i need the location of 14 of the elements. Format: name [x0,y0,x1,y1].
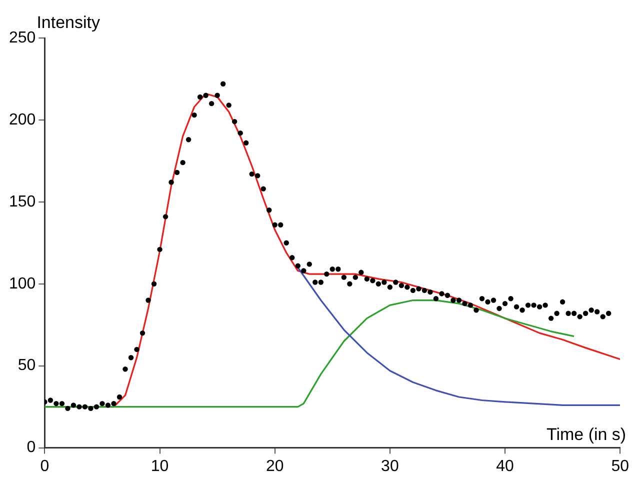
y-tick-label: 200 [8,111,36,128]
x-axis-title: Time (in s) [546,424,626,444]
x-tick-label: 30 [381,458,399,475]
x-tick-label: 10 [150,458,169,475]
y-tick-label: 50 [18,357,36,374]
y-tick-label: 250 [8,29,36,46]
x-tick-label: 0 [40,458,50,475]
y-tick-label: 100 [8,275,36,292]
y-tick-label: 0 [26,439,36,456]
x-tick-label: 50 [611,458,630,475]
y-tick-label: 150 [8,193,36,210]
x-tick-label: 20 [266,458,284,475]
x-tick-label: 40 [496,458,514,475]
y-axis-title: Intensity [36,13,101,32]
